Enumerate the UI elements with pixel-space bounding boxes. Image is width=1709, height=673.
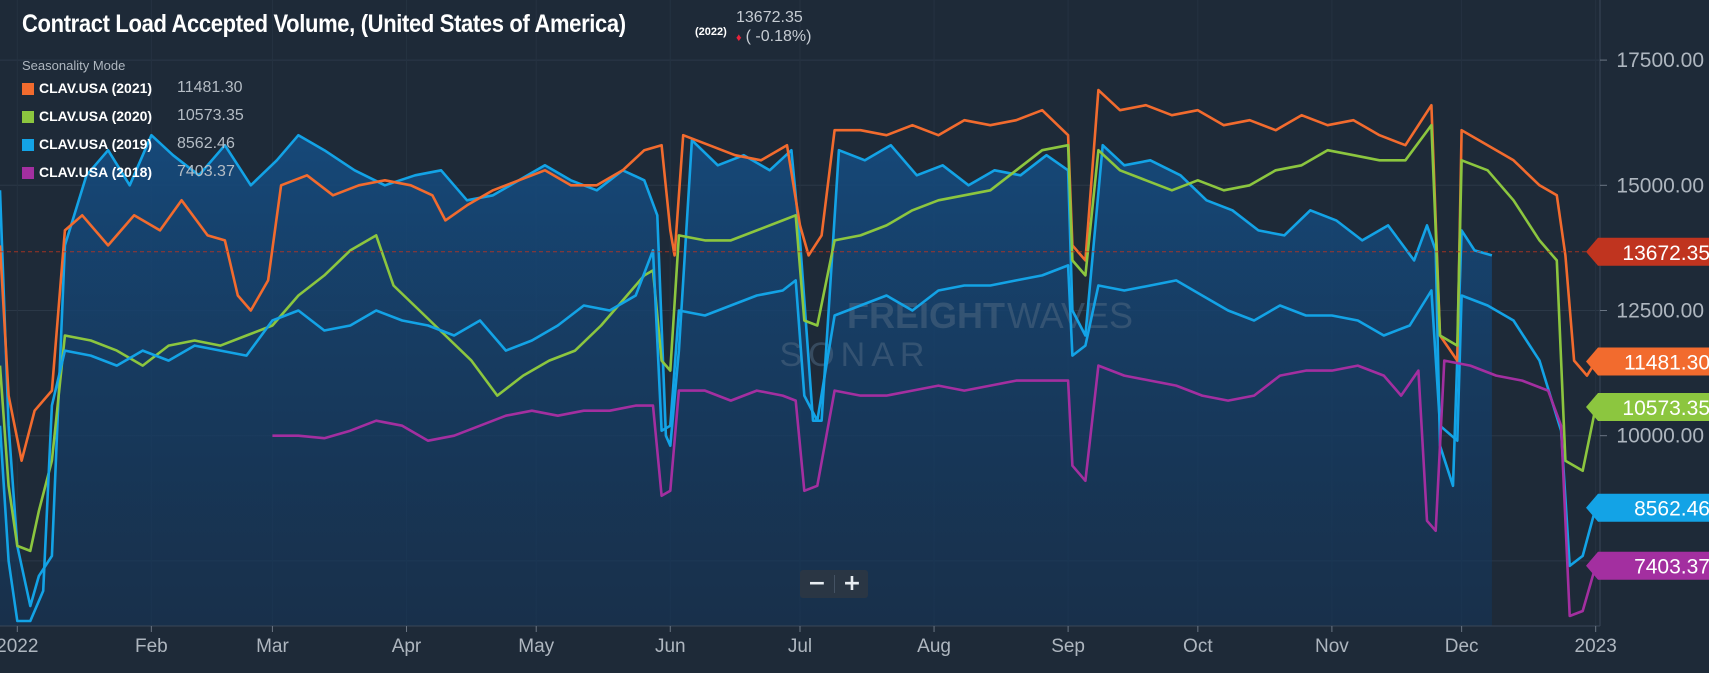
- series-line-2019: [0, 249, 1597, 623]
- legend-series-value: 10573.35: [177, 107, 244, 124]
- chart-header: Contract Load Accepted Volume, (United S…: [22, 10, 708, 39]
- x-tick-label: Oct: [1183, 636, 1213, 657]
- legend-series-name: CLAV.USA (2018): [39, 164, 153, 180]
- y-tick-label: 17500.00: [1616, 49, 1704, 72]
- value-tag-1: [1586, 347, 1709, 376]
- x-tick-label: Dec: [1445, 636, 1479, 657]
- legend-series-name: CLAV.USA (2020): [39, 108, 153, 124]
- x-tick-label: Jul: [788, 636, 812, 657]
- watermark-sonar: SONAR: [780, 336, 931, 374]
- y-tick-label: 12500.00: [1616, 299, 1704, 322]
- change-readout: ♦( -0.18%): [736, 28, 811, 46]
- legend-swatch: [22, 167, 34, 179]
- value-tag-4: [1586, 551, 1709, 580]
- legend-series-name: CLAV.USA (2019): [39, 136, 153, 152]
- legend-swatch: [22, 111, 34, 123]
- x-tick-label: Nov: [1315, 636, 1349, 657]
- x-tick-label: 2023: [1575, 636, 1617, 657]
- series-line-2018: [272, 359, 1597, 618]
- y-tick-label: 15000.00: [1616, 174, 1704, 197]
- x-tick-label: 2022: [0, 636, 38, 657]
- zoom-in-button[interactable]: +: [842, 571, 862, 596]
- series-line-2021: [0, 88, 1597, 462]
- seasonality-mode-label: Seasonality Mode: [22, 58, 126, 73]
- last-value: 13672.35: [736, 9, 803, 26]
- x-tick-label: Aug: [917, 636, 951, 657]
- value-tag-label: 7403.37: [1634, 556, 1709, 579]
- x-tick-label: Feb: [135, 636, 168, 657]
- zoom-divider: [834, 575, 835, 593]
- series-line-2022: [0, 133, 1493, 608]
- legend-swatch: [22, 139, 34, 151]
- down-arrow-icon: ♦: [736, 32, 742, 44]
- legend-series-value: 7403.37: [177, 163, 235, 180]
- value-tag-label: 8562.46: [1634, 498, 1709, 521]
- chart-title: Contract Load Accepted Volume, (United S…: [22, 10, 626, 38]
- x-tick-label: Jun: [655, 636, 686, 657]
- zoom-out-button[interactable]: −: [807, 571, 827, 596]
- x-tick-label: May: [518, 636, 554, 657]
- x-axis-panel: [0, 626, 1709, 673]
- legend-series-name: CLAV.USA (2021): [39, 80, 153, 96]
- value-tag-0: [1586, 237, 1709, 266]
- series-line-2020: [0, 123, 1597, 553]
- legend-swatch: [22, 83, 34, 95]
- year-tag: (2022): [695, 26, 727, 38]
- legend-series-value: 11481.30: [177, 79, 243, 96]
- zoom-controls: − +: [800, 570, 868, 598]
- value-tag-2: [1586, 392, 1709, 421]
- change-value: ( -0.18%): [745, 28, 812, 45]
- x-tick-label: Sep: [1051, 636, 1085, 657]
- y-tick-label: 10000.00: [1616, 425, 1704, 448]
- value-tag-label: 10573.35: [1622, 397, 1709, 420]
- value-tag-3: [1586, 493, 1709, 522]
- legend-series-value: 8562.46: [177, 135, 235, 152]
- x-tick-label: Mar: [256, 636, 289, 657]
- value-tag-label: 13672.35: [1622, 242, 1709, 265]
- value-tag-label: 11481.30: [1624, 352, 1709, 375]
- series-area-2022: [0, 135, 1492, 626]
- x-tick-label: Apr: [392, 636, 422, 657]
